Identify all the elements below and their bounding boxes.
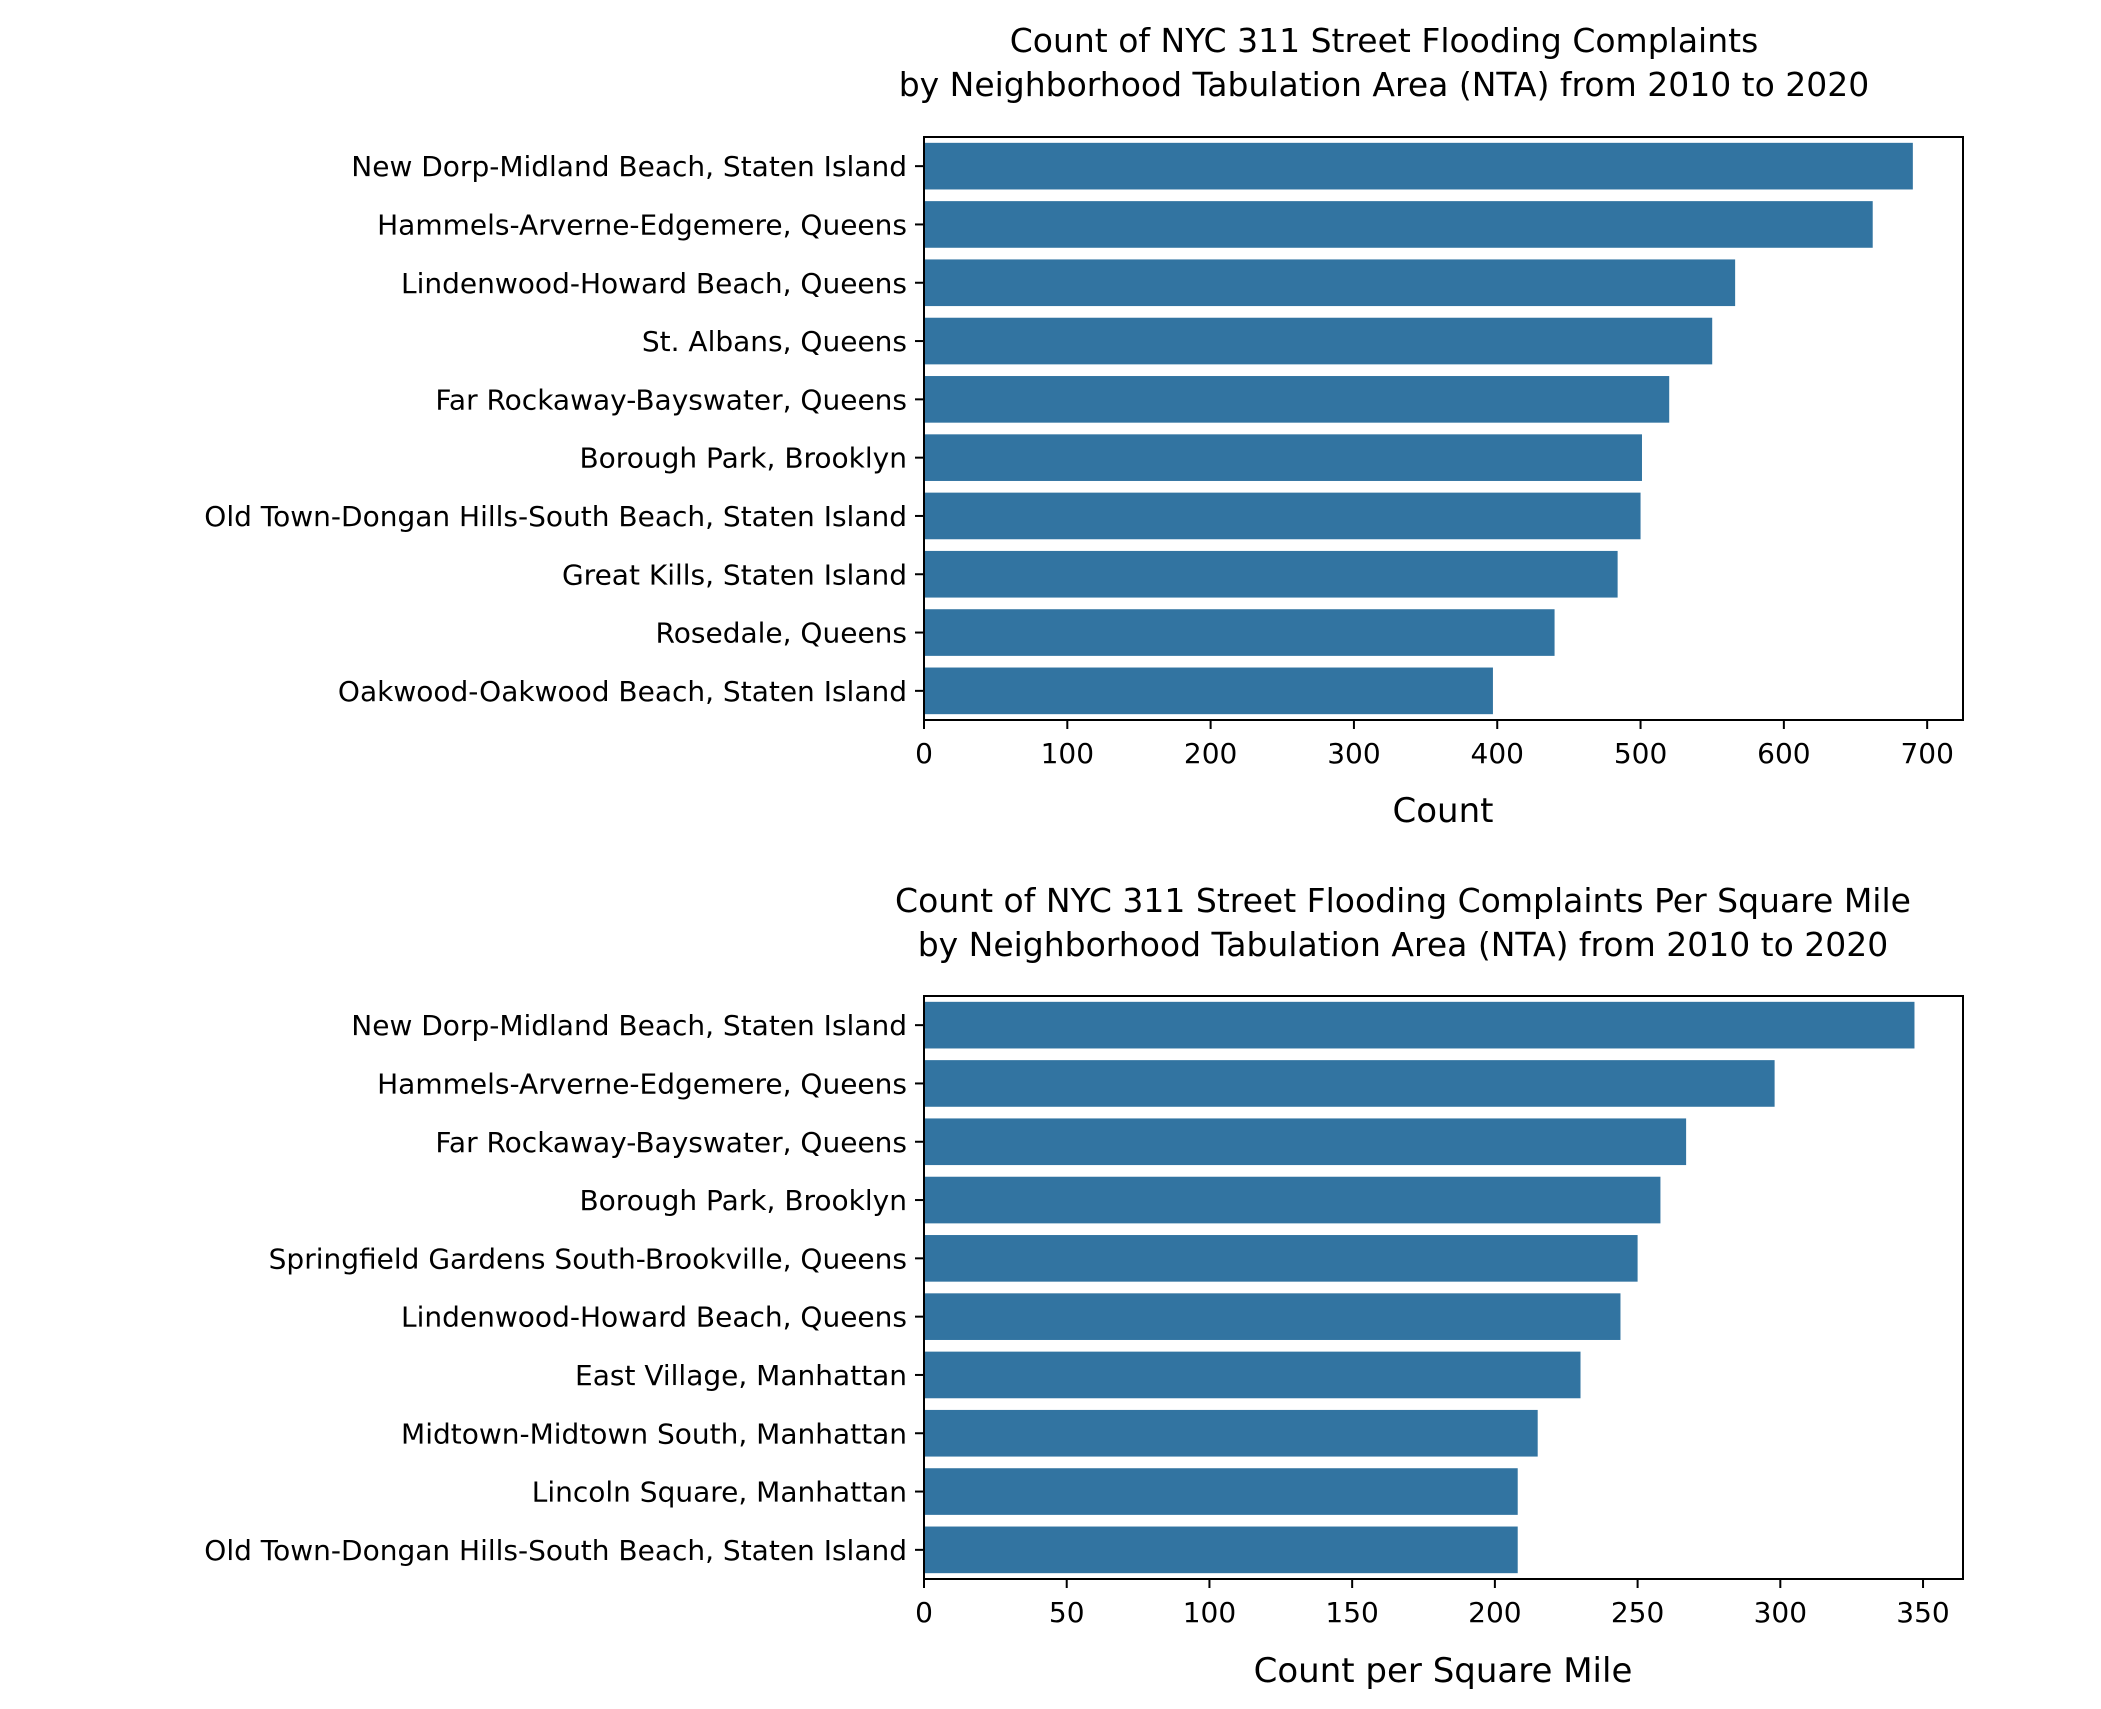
chart-2-bar — [924, 1468, 1518, 1515]
chart-2-y-tick-label: Lindenwood-Howard Beach, Queens — [401, 1301, 907, 1334]
chart-1-x-tick-label: 100 — [1041, 737, 1094, 770]
chart-2-title-line-2: by Neighborhood Tabulation Area (NTA) fr… — [918, 925, 1889, 964]
chart-1-y-tick-label: Rosedale, Queens — [656, 617, 907, 650]
chart-1-x-ticks: 0 100 200 300 400 500 600 700 — [915, 720, 1954, 770]
chart-1-bar — [924, 609, 1555, 656]
chart-2-bar — [924, 1351, 1581, 1399]
chart-1-y-tick-label: Great Kills, Staten Island — [562, 558, 907, 591]
chart-2-y-tick-label: Old Town-Dongan Hills-South Beach, State… — [204, 1534, 907, 1567]
chart-2-x-tick-label: 250 — [1611, 1596, 1664, 1629]
chart-2-y-tick-label: Springfield Gardens South-Brookville, Qu… — [269, 1242, 907, 1275]
chart-1-y-tick-label: Far Rockaway-Bayswater, Queens — [435, 383, 907, 416]
chart-2-x-ticks: 0 50 100 150 200 250 300 350 — [915, 1579, 1950, 1629]
chart-2-y-tick-label: Midtown-Midtown South, Manhattan — [401, 1417, 907, 1450]
chart-2-bar — [924, 1235, 1638, 1282]
chart-2-title-line-1: Count of NYC 311 Street Flooding Complai… — [895, 881, 1911, 920]
chart-2-x-tick-label: 100 — [1183, 1596, 1236, 1629]
chart-2-bar — [924, 1176, 1661, 1224]
chart-1-y-tick-label: Old Town-Dongan Hills-South Beach, State… — [204, 500, 907, 533]
chart-1-title-line-1: Count of NYC 311 Street Flooding Complai… — [1010, 21, 1759, 60]
chart-2-y-tick-label: Borough Park, Brooklyn — [579, 1184, 907, 1217]
chart-2-y-tick-label: New Dorp-Midland Beach, Staten Island — [351, 1009, 907, 1042]
chart-1-y-tick-label: Hammels-Arverne-Edgemere, Queens — [377, 208, 907, 241]
chart-2-x-tick-label: 150 — [1325, 1596, 1378, 1629]
chart-1-plot-frame — [923, 136, 1964, 721]
chart-1-bar — [924, 201, 1873, 248]
chart-1-y-tick-label: St. Albans, Queens — [642, 325, 907, 358]
chart-1-bars — [924, 142, 1913, 715]
chart-2-y-tick-label: Hammels-Arverne-Edgemere, Queens — [377, 1067, 907, 1100]
chart-1-y-tick-label: Borough Park, Brooklyn — [579, 442, 907, 475]
chart-1-bar — [924, 667, 1493, 715]
chart-2-bars — [924, 1001, 1915, 1574]
chart-1-x-tick-label: 500 — [1614, 737, 1667, 770]
chart-2-y-tick-label: East Village, Manhattan — [575, 1359, 907, 1392]
chart-2-x-tick-label: 200 — [1468, 1596, 1521, 1629]
chart-2-bar — [924, 1293, 1621, 1340]
chart-1-bar — [924, 376, 1670, 423]
chart-1-x-tick-label: 700 — [1900, 737, 1953, 770]
chart-1-bar — [924, 434, 1642, 481]
chart-2-bar — [924, 1409, 1538, 1457]
chart-1-x-axis-label: Count — [1393, 791, 1494, 831]
chart-1-y-tick-label: New Dorp-Midland Beach, Staten Island — [351, 150, 907, 183]
chart-2-x-tick-label: 300 — [1754, 1596, 1807, 1629]
chart-2-x-tick-label: 50 — [1049, 1596, 1085, 1629]
chart-2-x-axis-label: Count per Square Mile — [1254, 1651, 1633, 1691]
chart-1-bar — [924, 492, 1641, 540]
chart-1-bar — [924, 550, 1618, 598]
chart-1-bar — [924, 259, 1736, 307]
chart-2-x-tick-label: 350 — [1896, 1596, 1949, 1629]
chart-1-x-tick-label: 400 — [1471, 737, 1524, 770]
chart-2-y-ticks: New Dorp-Midland Beach, Staten Island Ham… — [204, 1009, 924, 1567]
chart-2-bar — [924, 1060, 1775, 1107]
chart-1-y-tick-label: Oakwood-Oakwood Beach, Staten Island — [338, 675, 907, 708]
chart-1-bar — [924, 142, 1913, 190]
chart-2-plot-frame — [923, 995, 1964, 1580]
chart-2: Count of NYC 311 Street Flooding Complai… — [204, 881, 1964, 1691]
chart-1-y-tick-label: Lindenwood-Howard Beach, Queens — [401, 267, 907, 300]
chart-2-x-tick-label: 0 — [915, 1596, 933, 1629]
chart-1-x-tick-label: 0 — [915, 737, 933, 770]
chart-1-title-line-2: by Neighborhood Tabulation Area (NTA) fr… — [899, 65, 1870, 104]
chart-1-bar — [924, 317, 1713, 365]
chart-2-bar — [924, 1001, 1915, 1049]
chart-2-bar — [924, 1526, 1518, 1574]
chart-2-bar — [924, 1118, 1687, 1166]
chart-1-x-tick-label: 600 — [1757, 737, 1810, 770]
chart-1-y-ticks: New Dorp-Midland Beach, Staten Island Ham… — [204, 150, 924, 708]
chart-1-x-tick-label: 300 — [1327, 737, 1380, 770]
chart-1-x-tick-label: 200 — [1184, 737, 1237, 770]
chart-2-y-tick-label: Far Rockaway-Bayswater, Queens — [435, 1126, 907, 1159]
chart-2-y-tick-label: Lincoln Square, Manhattan — [532, 1476, 907, 1509]
chart-1: Count of NYC 311 Street Flooding Complai… — [204, 21, 1964, 831]
